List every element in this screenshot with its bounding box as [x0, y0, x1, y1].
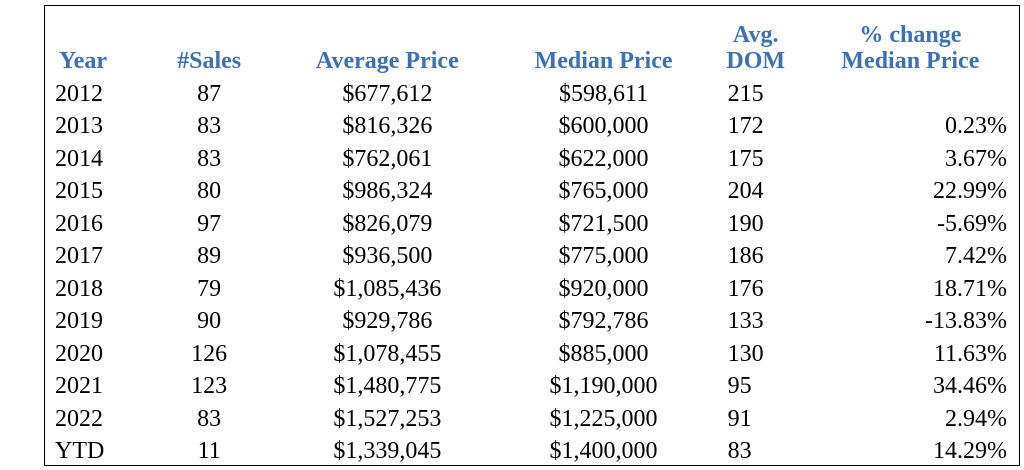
cell-avg-dom: 190 — [727, 210, 764, 237]
header-average-price: Average Price — [315, 48, 459, 74]
cell-year: 2022 — [55, 405, 103, 432]
header-pct-change: % change Median Price — [802, 6, 1019, 78]
cell-year: YTD — [55, 438, 105, 465]
header-pct-change-line1: % change — [859, 22, 962, 48]
cell-pct-change: -5.69% — [937, 210, 1007, 237]
cell-median-price: $598,611 — [558, 80, 649, 107]
cell-avg-dom: 186 — [727, 243, 764, 270]
cell-sales: 89 — [197, 243, 222, 270]
cell-pct-change: 34.46% — [933, 373, 1007, 400]
cell-pct-change: 0.23% — [945, 113, 1007, 140]
cell-pct-change: 18.71% — [933, 275, 1007, 302]
cell-avg-dom: 91 — [727, 405, 752, 432]
sales-history-table: Year #Sales Average Price Median Price A… — [45, 6, 1019, 468]
cell-median-price: $775,000 — [558, 243, 649, 270]
cell-year: 2021 — [55, 373, 103, 400]
header-year: Year — [59, 48, 107, 74]
cell-pct-change: 14.29% — [933, 438, 1007, 465]
header-avg-dom-line2: DOM — [726, 48, 786, 74]
table-row: 2017 89 $936,500 $775,000 186 7.42% — [45, 241, 1019, 274]
cell-average-price: $762,061 — [342, 145, 433, 172]
cell-year: 2018 — [55, 275, 103, 302]
cell-year: 2016 — [55, 210, 103, 237]
cell-year: 2020 — [55, 340, 103, 367]
cell-pct-change: 22.99% — [933, 178, 1007, 205]
cell-median-price: $622,000 — [558, 145, 649, 172]
header-avg-dom: Avg. DOM — [710, 6, 802, 78]
cell-median-price: $1,190,000 — [549, 373, 658, 400]
cell-median-price: $600,000 — [558, 113, 649, 140]
cell-median-price: $765,000 — [558, 178, 649, 205]
header-row: Year #Sales Average Price Median Price A… — [45, 6, 1019, 78]
table-row: 2020 126 $1,078,455 $885,000 130 11.63% — [45, 338, 1019, 371]
cell-year: 2019 — [55, 308, 103, 335]
cell-average-price: $1,339,045 — [333, 438, 442, 465]
cell-sales: 83 — [197, 145, 222, 172]
header-avg-dom-line1: Avg. — [732, 22, 779, 48]
cell-median-price: $920,000 — [558, 275, 649, 302]
cell-sales: 87 — [197, 80, 222, 107]
cell-pct-change: 2.94% — [945, 405, 1007, 432]
cell-median-price: $1,400,000 — [549, 438, 658, 465]
header-sales: #Sales — [177, 48, 242, 74]
table-row: 2015 80 $986,324 $765,000 204 22.99% — [45, 176, 1019, 209]
table-row: 2021 123 $1,480,775 $1,190,000 95 34.46% — [45, 371, 1019, 404]
cell-year: 2013 — [55, 113, 103, 140]
cell-pct-change: 3.67% — [945, 145, 1007, 172]
cell-average-price: $1,085,436 — [333, 275, 442, 302]
header-pct-change-line2: Median Price — [841, 48, 980, 74]
table-body: 2012 87 $677,612 $598,611 215 2013 83 $816,326 $… — [45, 78, 1019, 468]
cell-median-price: $885,000 — [558, 340, 649, 367]
cell-median-price: $1,225,000 — [549, 405, 658, 432]
table-header: Year #Sales Average Price Median Price A… — [45, 6, 1019, 78]
table-row: 2022 83 $1,527,253 $1,225,000 91 2.94% — [45, 403, 1019, 436]
cell-sales: 97 — [197, 210, 222, 237]
cell-average-price: $1,480,775 — [333, 373, 442, 400]
cell-sales: 126 — [191, 340, 228, 367]
table-row: 2012 87 $677,612 $598,611 215 — [45, 78, 1019, 111]
cell-median-price: $721,500 — [558, 210, 649, 237]
cell-avg-dom: 95 — [727, 373, 752, 400]
cell-avg-dom: 130 — [727, 340, 764, 367]
cell-sales: 80 — [197, 178, 222, 205]
cell-avg-dom: 215 — [727, 80, 764, 107]
cell-average-price: $677,612 — [342, 80, 433, 107]
cell-pct-change: 11.63% — [933, 340, 1007, 367]
cell-avg-dom: 204 — [727, 178, 764, 205]
cell-year: 2017 — [55, 243, 103, 270]
cell-avg-dom: 176 — [727, 275, 764, 302]
cell-average-price: $1,078,455 — [333, 340, 442, 367]
cell-sales: 90 — [197, 308, 222, 335]
table-row: 2013 83 $816,326 $600,000 172 0.23% — [45, 111, 1019, 144]
table-row: YTD 11 $1,339,045 $1,400,000 83 14.29% — [45, 436, 1019, 469]
table-row: 2014 83 $762,061 $622,000 175 3.67% — [45, 143, 1019, 176]
cell-average-price: $816,326 — [342, 113, 433, 140]
cell-average-price: $936,500 — [342, 243, 433, 270]
header-median-price: Median Price — [534, 48, 673, 74]
table-row: 2016 97 $826,079 $721,500 190 -5.69% — [45, 208, 1019, 241]
sales-table-frame: Year #Sales Average Price Median Price A… — [44, 5, 1020, 466]
cell-average-price: $929,786 — [342, 308, 433, 335]
cell-avg-dom: 83 — [727, 438, 752, 465]
cell-pct-change: -13.83% — [925, 308, 1007, 335]
cell-pct-change — [802, 78, 1019, 111]
table-row: 2018 79 $1,085,436 $920,000 176 18.71% — [45, 273, 1019, 306]
cell-year: 2014 — [55, 145, 103, 172]
cell-median-price: $792,786 — [558, 308, 649, 335]
cell-average-price: $1,527,253 — [333, 405, 442, 432]
table-row: 2019 90 $929,786 $792,786 133 -13.83% — [45, 306, 1019, 339]
cell-avg-dom: 175 — [727, 145, 764, 172]
cell-sales: 83 — [197, 405, 222, 432]
cell-sales: 79 — [197, 275, 222, 302]
cell-avg-dom: 133 — [727, 308, 764, 335]
cell-sales: 83 — [197, 113, 222, 140]
cell-pct-change: 7.42% — [945, 243, 1007, 270]
cell-year: 2015 — [55, 178, 103, 205]
cell-average-price: $986,324 — [342, 178, 433, 205]
cell-sales: 11 — [197, 438, 221, 465]
cell-avg-dom: 172 — [727, 113, 764, 140]
cell-average-price: $826,079 — [342, 210, 433, 237]
cell-sales: 123 — [191, 373, 228, 400]
cell-year: 2012 — [55, 80, 103, 107]
